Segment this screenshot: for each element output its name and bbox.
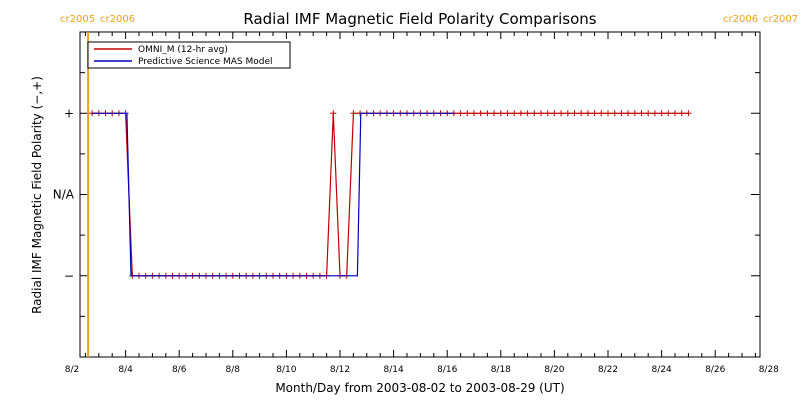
x-tick-label: 8/16	[437, 365, 457, 375]
y-tick-label: −	[64, 269, 74, 283]
cr-label-left-prev: cr2005	[60, 14, 95, 25]
legend-box	[87, 41, 291, 69]
x-tick-label: 8/12	[330, 365, 350, 375]
x-tick-label: 8/28	[759, 365, 779, 375]
x-axis: 8/2 8/4 8/6 8/8 8/10 8/12 8/14 8/16 8/18 8/20 8/22…	[65, 32, 779, 375]
y-tick-label: +	[64, 106, 74, 120]
x-tick-label: 8/2	[65, 365, 79, 375]
y-tick-label: N/A	[53, 188, 75, 202]
series-layer	[89, 110, 692, 279]
series-line-1	[92, 112, 454, 277]
x-tick-label: 8/22	[598, 365, 618, 375]
cr-label-left-next: cr2006	[100, 14, 135, 25]
legend: OMNI_M (12-hr avg) Predictive Science MA…	[87, 41, 291, 69]
x-tick-label: 8/24	[651, 365, 671, 375]
carrington-lines	[87, 32, 90, 357]
x-tick-label: 8/20	[544, 365, 564, 375]
chart-title: Radial IMF Magnetic Field Polarity Compa…	[243, 10, 596, 28]
series-line-0	[92, 112, 689, 277]
cr-label-right-prev: cr2006	[723, 14, 758, 25]
cr-label-right-next: cr2007	[763, 14, 798, 25]
y-axis: + N/A −	[53, 31, 760, 358]
legend-label-omni: OMNI_M (12-hr avg)	[138, 45, 228, 55]
x-axis-label: Month/Day from 2003-08-02 to 2003-08-29 …	[275, 381, 564, 395]
x-tick-label: 8/4	[118, 365, 133, 375]
plot-frame	[79, 31, 761, 358]
x-tick-label: 8/10	[276, 365, 296, 375]
x-tick-label: 8/26	[705, 365, 725, 375]
y-axis-label: Radial IMF Magnetic Field Polarity (−,+)	[30, 76, 44, 314]
x-tick-label: 8/14	[383, 365, 403, 375]
x-tick-label: 8/8	[226, 365, 241, 375]
x-tick-label: 8/6	[172, 365, 187, 375]
x-tick-label: 8/18	[491, 365, 511, 375]
legend-label-mas: Predictive Science MAS Model	[138, 57, 273, 67]
